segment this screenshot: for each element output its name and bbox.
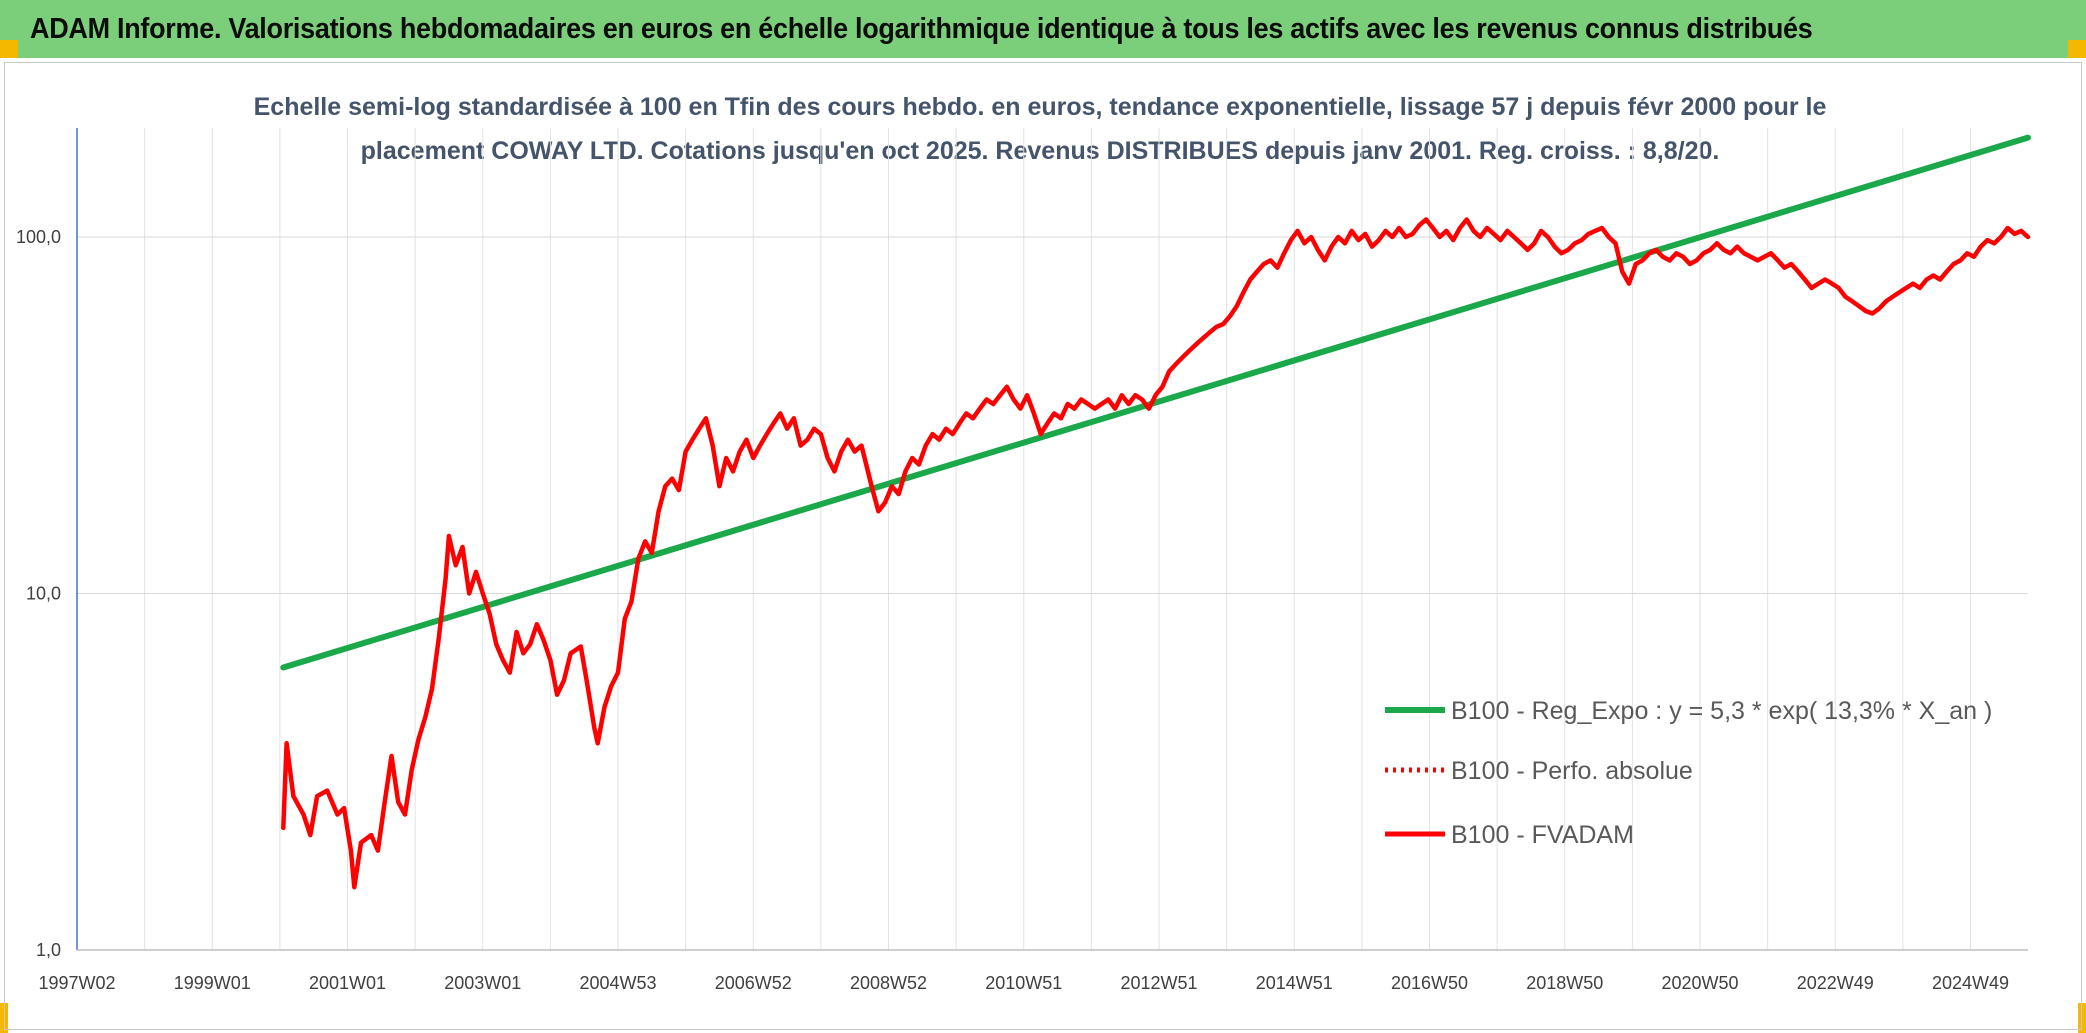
legend-entry-label: B100 - Perfo. absolue xyxy=(1451,757,1693,785)
chart-subtitle-line-1: Echelle semi-log standardisée à 100 en T… xyxy=(254,93,1827,121)
x-tick-label: 2008W52 xyxy=(850,973,927,993)
report-banner: ADAM Informe. Valorisations hebdomadaire… xyxy=(0,0,2086,58)
x-tick-label: 2001W01 xyxy=(309,973,386,993)
corner-marker-bottom-right xyxy=(2078,1003,2086,1033)
x-tick-label: 1999W01 xyxy=(174,973,251,993)
series-line-2 xyxy=(281,217,2031,890)
corner-marker-top-right xyxy=(2068,40,2086,58)
legend-entry-label: B100 - FVADAM xyxy=(1451,821,1634,849)
x-tick-label: 2016W50 xyxy=(1391,973,1468,993)
series-layer xyxy=(280,134,2031,890)
x-tick-label: 2003W01 xyxy=(444,973,521,993)
corner-marker-top-left xyxy=(0,40,18,58)
x-tick-label: 2010W51 xyxy=(985,973,1062,993)
x-tick-label: 2022W49 xyxy=(1797,973,1874,993)
y-tick-label: 100,0 xyxy=(16,227,61,247)
chart-frame xyxy=(4,62,2082,1030)
legend: B100 - Reg_Expo : y = 5,3 * exp( 13,3% *… xyxy=(1385,697,1992,849)
report-title: ADAM Informe. Valorisations hebdomadaire… xyxy=(30,12,1813,45)
y-tick-label: 10,0 xyxy=(26,584,61,604)
chart-subtitle-line-2: placement COWAY LTD. Cotations jusqu'en … xyxy=(361,137,1720,165)
y-tick-label: 1,0 xyxy=(36,940,61,960)
series-line-0 xyxy=(280,134,2031,671)
x-tick-label: 2024W49 xyxy=(1932,973,2009,993)
x-tick-label: 2014W51 xyxy=(1256,973,1333,993)
x-tick-label: 2020W50 xyxy=(1661,973,1738,993)
x-tick-label: 2004W53 xyxy=(579,973,656,993)
x-tick-label: 2012W51 xyxy=(1120,973,1197,993)
axes: 1,0 10,0 100,0 1997W02 1999W01 2001W01 2003W01… xyxy=(16,128,2028,993)
legend-entry-label: B100 - Reg_Expo : y = 5,3 * exp( 13,3% *… xyxy=(1451,697,1992,725)
x-tick-label: 1997W02 xyxy=(38,973,115,993)
x-tick-label: 2018W50 xyxy=(1526,973,1603,993)
x-tick-label: 2006W52 xyxy=(715,973,792,993)
